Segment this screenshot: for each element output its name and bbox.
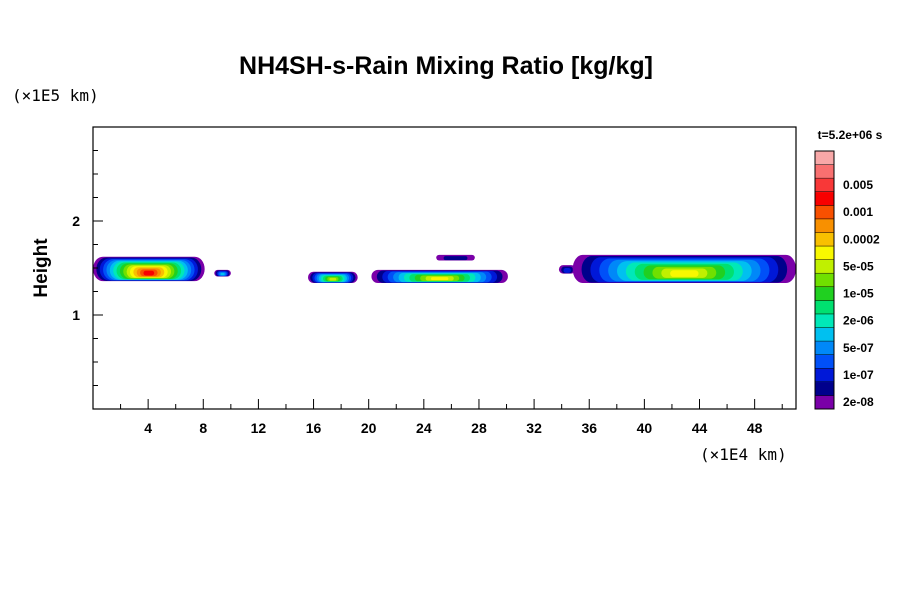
colorbar-label: 0.001 (843, 205, 873, 219)
colorbar-label: 2e-06 (843, 314, 874, 328)
mixing-ratio-region (572, 254, 796, 284)
colorbar-swatch (815, 313, 834, 328)
colorbar-swatch (815, 218, 834, 233)
x-tick-label: 4 (144, 420, 152, 436)
colorbar: 2e-08 1e-07 5e-07 2e-06 1e-05 5e-05 0.0002 0.00… (814, 150, 880, 410)
x-tick-label: 24 (416, 420, 432, 436)
x-tick-label: 40 (637, 420, 653, 436)
x-unit-label: (×1E4 km) (700, 445, 787, 464)
time-label: t=5.2e+06 s (818, 128, 883, 142)
y-tick-label: 1 (72, 307, 80, 323)
colorbar-swatch (815, 191, 834, 206)
colorbar-swatch (815, 151, 834, 165)
x-tick-label: 32 (526, 420, 542, 436)
colorbar-swatch (815, 395, 834, 410)
x-tick-label: 28 (471, 420, 487, 436)
mixing-ratio-region (371, 269, 508, 284)
colorbar-label: 0.005 (843, 178, 873, 192)
colorbar-swatch (815, 178, 834, 193)
contour-band (431, 277, 449, 281)
contour-band (143, 270, 155, 276)
colorbar-label: 0.0002 (843, 232, 880, 246)
x-tick-label: 44 (692, 420, 708, 436)
contour-band (443, 256, 468, 261)
y-unit-label: (×1E5 km) (12, 86, 99, 105)
colorbar-swatch (815, 205, 834, 220)
colorbar-swatch (815, 368, 834, 383)
y-axis: 12 (72, 150, 103, 386)
colorbar-swatch (815, 273, 834, 288)
colorbar-frame (814, 150, 835, 410)
x-tick-label: 48 (747, 420, 763, 436)
contour-band (563, 268, 571, 273)
mixing-ratio-region (558, 265, 576, 274)
colorbar-swatch (815, 164, 834, 179)
x-axis: 4 8 12 16 20 24 28 32 36 40 44 48 (120, 399, 783, 436)
colorbar-label: 1e-07 (843, 368, 874, 382)
colorbar-swatch (815, 259, 834, 274)
colorbar-label: 1e-05 (843, 287, 874, 301)
x-tick-label: 16 (306, 420, 322, 436)
mixing-ratio-region (214, 269, 231, 277)
y-tick-label: 2 (72, 213, 80, 229)
colorbar-swatch (815, 246, 834, 261)
contour-band (670, 270, 699, 277)
colorbar-swatch (815, 381, 834, 396)
colorbar-label: 2e-08 (843, 395, 874, 409)
contour-band (329, 277, 337, 281)
heatmap-field (93, 254, 796, 284)
colorbar-swatch (815, 341, 834, 356)
x-tick-label: 8 (199, 420, 207, 436)
contour-band (220, 272, 225, 276)
colorbar-swatch (815, 327, 834, 342)
colorbar-label: 5e-05 (843, 259, 874, 273)
mixing-ratio-region (93, 256, 205, 282)
chart-title: NH4SH-s-Rain Mixing Ratio [kg/kg] (239, 52, 653, 80)
mixing-ratio-region (308, 271, 358, 284)
x-tick-label: 20 (361, 420, 377, 436)
colorbar-label: 5e-07 (843, 341, 874, 355)
colorbar-swatch (815, 232, 834, 247)
colorbar-swatch (815, 354, 834, 369)
x-tick-label: 12 (251, 420, 267, 436)
y-axis-label: Height (31, 238, 52, 298)
colorbar-swatch (815, 286, 834, 301)
colorbar-swatch (815, 300, 834, 315)
mixing-ratio-region (436, 254, 475, 261)
x-tick-label: 36 (581, 420, 597, 436)
